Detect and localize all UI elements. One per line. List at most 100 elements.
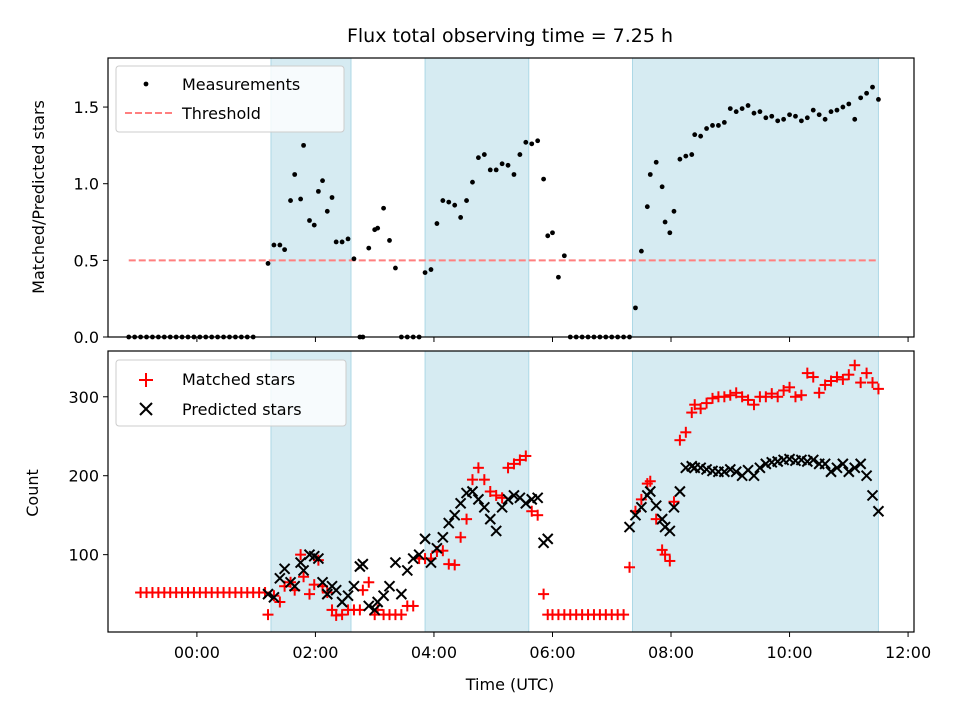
matched-stars-point: [532, 509, 544, 521]
matched-stars-point: [772, 391, 784, 403]
x-tick-label: 12:00: [885, 643, 931, 662]
measurement-point: [787, 112, 792, 118]
predicted-stars-point: [389, 556, 402, 569]
predicted-stars-point: [644, 485, 656, 498]
measurement-point: [704, 126, 709, 131]
matched-stars-point: [778, 384, 790, 396]
measurement-point: [793, 113, 798, 119]
measurement-point: [324, 208, 330, 214]
matched-stars-point: [502, 462, 514, 474]
measurement-point: [751, 110, 757, 116]
predicted-stars-point: [363, 600, 375, 612]
measurement-point: [381, 205, 386, 211]
predicted-stars-point: [502, 493, 514, 506]
measurement-point: [556, 274, 561, 280]
observing-window-3: [631, 350, 879, 633]
matched-stars-point: [538, 588, 550, 600]
predicted-stars-point: [849, 462, 861, 474]
predicted-stars-point: [837, 458, 849, 470]
matched-stars-point: [526, 505, 538, 517]
measurement-point: [470, 179, 475, 185]
matched-stars-point: [872, 383, 884, 395]
measurement-point: [763, 115, 769, 121]
x-axis-label: Time (UTC): [465, 675, 554, 694]
measurement-point: [345, 236, 351, 242]
measurement-point: [876, 96, 881, 102]
predicted-stars-point: [448, 509, 461, 521]
legend-marker-matched-stars: [139, 373, 153, 387]
bottom-y-axis-label: Count: [23, 469, 42, 517]
measurement-point: [870, 84, 875, 90]
predicted-stars-point: [674, 485, 686, 498]
measurement-point: [757, 109, 763, 115]
measurement-point: [804, 115, 810, 121]
measurement-point: [292, 172, 298, 177]
measurement-point: [428, 267, 434, 272]
matched-stars-point: [831, 371, 843, 383]
measurement-point: [852, 116, 858, 122]
predicted-stars-point: [866, 489, 879, 502]
matched-stars-point: [508, 458, 520, 470]
matched-stars-point: [478, 474, 490, 486]
measurement-point: [535, 138, 541, 144]
observing-window-2: [424, 350, 530, 633]
measurement-point: [745, 103, 751, 108]
chart-title: Flux total observing time = 7.25 h: [347, 25, 673, 47]
predicted-stars-point: [413, 548, 425, 561]
matched-stars-point: [742, 394, 754, 406]
matched-stars-point: [407, 600, 419, 612]
measurement-point: [452, 202, 458, 208]
measurement-point: [710, 123, 715, 128]
measurement-point: [458, 215, 464, 220]
matched-stars-point: [861, 367, 873, 379]
predicted-stars-point: [872, 505, 885, 517]
y-tick-label: 300: [68, 388, 99, 407]
matched-stars-point: [449, 559, 461, 571]
x-tick-label: 08:00: [648, 643, 694, 662]
matched-stars-point: [837, 373, 849, 385]
matched-stars-point: [695, 403, 707, 415]
matched-stars-point: [520, 450, 532, 462]
measurement-point: [550, 230, 555, 236]
measurement-point: [366, 245, 372, 251]
measurement-point: [329, 195, 335, 200]
measurement-point: [375, 225, 381, 231]
observing-window-2: [424, 57, 530, 338]
predicted-stars-point: [297, 564, 310, 577]
matched-stars-point: [321, 587, 333, 599]
predicted-stars-point: [407, 552, 419, 565]
matched-stars-point: [819, 379, 831, 391]
y-tick-label: 100: [68, 546, 99, 565]
top-y-axis-label: Matched/Predicted stars: [29, 100, 48, 294]
matched-stars-point: [635, 493, 647, 505]
x-tick-label: 06:00: [529, 643, 575, 662]
matched-stars-point: [849, 359, 861, 371]
matched-stars-point: [395, 609, 407, 621]
x-tick-label: 00:00: [174, 643, 220, 662]
matched-stars-point: [784, 381, 796, 393]
predicted-stars-point: [490, 525, 502, 537]
measurement-point: [633, 305, 638, 311]
matched-stars-point: [644, 475, 656, 487]
predicted-stars-point: [854, 458, 867, 470]
predicted-stars-point: [484, 513, 496, 525]
measurement-point: [288, 198, 293, 203]
matched-stars-point: [461, 513, 473, 525]
predicted-stars-point: [860, 470, 873, 482]
measurement-point: [339, 239, 345, 245]
measurement-point: [481, 152, 487, 157]
predicted-stars-point: [431, 542, 443, 555]
measurement-point: [387, 238, 392, 243]
legend-label-predicted-stars: Predicted stars: [182, 400, 302, 419]
predicted-stars-point: [268, 591, 280, 603]
predicted-stars-point: [312, 552, 325, 565]
predicted-stars-point: [437, 531, 449, 543]
matched-stars-point: [730, 387, 742, 399]
measurement-point: [689, 152, 695, 157]
matched-stars-point: [674, 434, 686, 446]
measurement-point: [846, 101, 852, 107]
measurement-point: [561, 253, 567, 259]
measurement-point: [271, 242, 277, 248]
measurement-point: [677, 156, 683, 162]
measurement-point: [828, 109, 834, 115]
